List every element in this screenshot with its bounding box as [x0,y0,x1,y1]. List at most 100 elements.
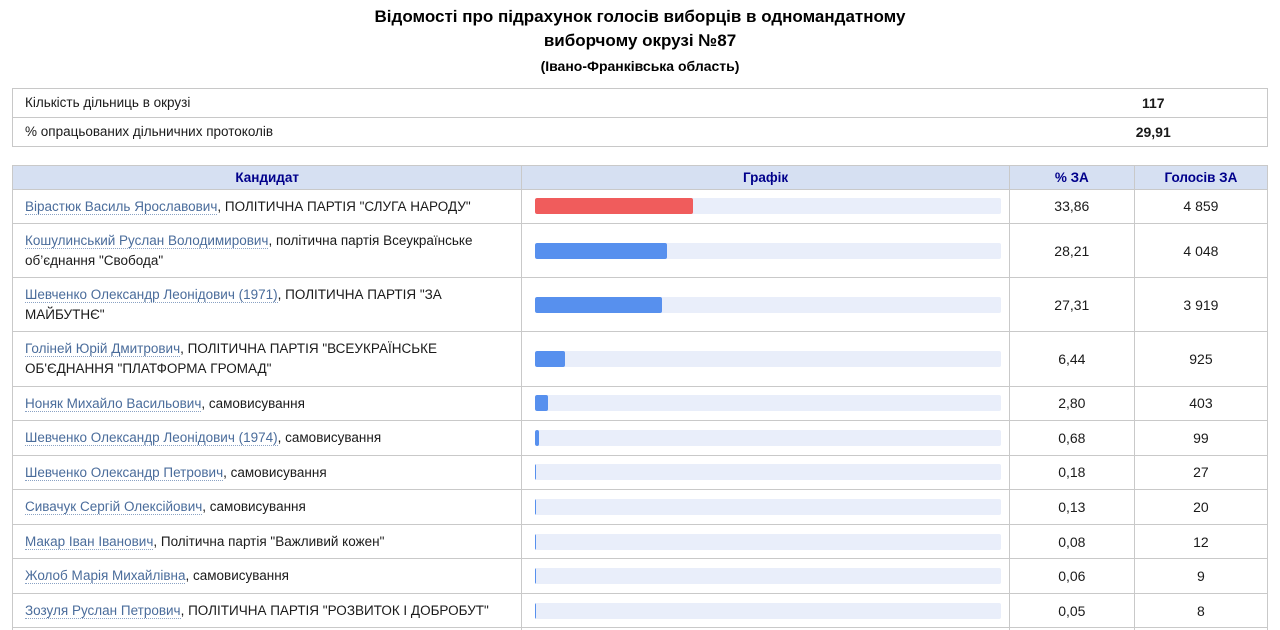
graph-cell [521,523,1010,560]
vote-bar [535,464,537,481]
candidate-link[interactable]: Сивачук Сергій Олексійович [25,499,203,516]
column-header-graph: Графік [521,164,1010,190]
column-header-percent: % ЗА [1008,164,1135,190]
candidate-link[interactable]: Шевченко Олександр Петрович [25,464,224,481]
percent-value: 2,80 [1008,385,1135,422]
table-row: Вірастюк Василь Ярославович, ПОЛІТИЧНА П… [11,188,1269,225]
page-title-line1: Відомості про підрахунок голосів виборці… [374,7,906,26]
candidate-link[interactable]: Голіней Юрій Дмитрович [25,341,181,358]
percent-value: 0,05 [1008,592,1135,629]
table-row: Юрченко Юрій Іванович, Політична партія … [11,627,1269,630]
candidate-cell: Шевченко Олександр Леонідович (1971), ПО… [11,277,523,333]
candidate-link[interactable]: Вірастюк Василь Ярославович [25,198,218,215]
candidate-cell: Ноняк Михайло Васильович, самовисування [11,385,523,422]
vote-bar-track [535,350,1001,367]
graph-cell [521,331,1010,387]
percent-value: 28,21 [1008,223,1135,279]
graph-cell [521,188,1010,225]
column-header-votes: Голосів ЗА [1133,164,1269,190]
votes-value: 8 [1133,592,1269,629]
candidate-link[interactable]: Ноняк Михайло Васильович [25,395,202,412]
graph-cell [521,558,1010,594]
vote-bar-track [535,568,1001,585]
candidate-link[interactable]: Макар Іван Іванович [25,533,154,550]
candidate-party: , самовисування [223,464,327,480]
candidate-party: , самовисування [201,395,305,411]
table-row: Макар Іван Іванович, Політична партія "В… [11,523,1269,560]
graph-cell [521,277,1010,333]
graph-cell [521,627,1010,630]
graph-cell [521,420,1010,456]
candidate-cell: Кошулинський Руслан Володимирович, політ… [11,223,523,279]
votes-value: 4 859 [1133,188,1269,225]
candidate-party: , самовисування [202,499,306,515]
candidate-party: , ПОЛІТИЧНА ПАРТІЯ "РОЗВИТОК І ДОБРОБУТ" [180,602,489,618]
candidate-link[interactable]: Шевченко Олександр Леонідович (1974) [25,430,278,447]
info-row-precincts: Кількість дільниць в окрузі 117 [12,87,1268,118]
candidate-party: , самовисування [185,568,289,584]
candidate-cell: Сивачук Сергій Олексійович, самовисуванн… [11,489,523,525]
graph-cell [521,223,1010,279]
candidate-party: , політична партія Всеукраїнське об’єдна… [25,233,473,268]
table-row: Ноняк Михайло Васильович, самовисування … [11,385,1269,422]
candidate-link[interactable]: Шевченко Олександр Леонідович (1971) [25,287,278,304]
table-row: Кошулинський Руслан Володимирович, політ… [11,223,1269,279]
info-value: 117 [1039,87,1268,118]
vote-bar [535,350,566,367]
percent-value: 0,13 [1008,489,1135,525]
column-header-candidate: Кандидат [11,164,523,190]
graph-cell [521,454,1010,491]
info-value: 29,91 [1039,116,1268,147]
candidate-link[interactable]: Жолоб Марія Михайлівна [25,568,186,585]
table-row: Зозуля Руслан Петрович, ПОЛІТИЧНА ПАРТІЯ… [11,592,1269,629]
votes-value: 20 [1133,489,1269,525]
vote-bar-track [535,533,1001,550]
candidate-cell: Жолоб Марія Михайлівна, самовисування [11,558,523,594]
page-subtitle: (Івано-Франківська область) [540,57,740,74]
votes-value: 7 [1133,627,1269,630]
vote-bar-track [535,499,1001,515]
vote-bar-track [535,242,1001,259]
candidate-cell: Голіней Юрій Дмитрович, ПОЛІТИЧНА ПАРТІЯ… [11,331,523,387]
candidate-cell: Шевченко Олександр Леонідович (1974), са… [11,420,523,456]
results-header-row: Кандидат Графік % ЗА Голосів ЗА [11,164,1269,190]
candidate-party: , ПОЛІТИЧНА ПАРТІЯ "СЛУГА НАРОДУ" [217,198,471,214]
vote-bar [535,395,549,412]
table-row: Шевченко Олександр Петрович, самовисуван… [11,454,1269,491]
candidate-link[interactable]: Кошулинський Руслан Володимирович [25,233,269,250]
vote-bar-track [535,464,1001,481]
vote-bar-track [535,198,1001,215]
info-label: Кількість дільниць в окрузі [12,87,1040,118]
candidate-party: , ПОЛІТИЧНА ПАРТІЯ "ЗА МАЙБУТНЄ" [25,287,442,322]
vote-bar [535,429,539,446]
candidate-party: , Політична партія "Важливий кожен" [153,533,385,549]
vote-bar-track [535,429,1001,446]
vote-bar [535,499,536,515]
info-label: % опрацьованих дільничних протоколів [12,116,1040,147]
candidate-party: , самовисування [277,430,382,446]
votes-value: 403 [1133,385,1269,422]
vote-bar-track [535,296,1001,313]
graph-cell [521,592,1010,629]
votes-value: 4 048 [1133,223,1269,279]
vote-bar [535,296,663,313]
percent-value: 6,44 [1008,331,1135,387]
info-row-protocols: % опрацьованих дільничних протоколів 29,… [12,116,1268,147]
results-table: Кандидат Графік % ЗА Голосів ЗА Вірастюк… [11,164,1269,630]
graph-cell [521,489,1010,525]
votes-value: 12 [1133,523,1269,560]
candidate-link[interactable]: Зозуля Руслан Петрович [25,602,181,619]
percent-value: 0,18 [1008,454,1135,491]
votes-value: 925 [1133,331,1269,387]
votes-value: 99 [1133,420,1269,456]
percent-value: 0,68 [1008,420,1135,456]
candidate-cell: Макар Іван Іванович, Політична партія "В… [11,523,523,560]
district-info-table: Кількість дільниць в окрузі 117 % опраць… [12,87,1268,147]
graph-cell [521,385,1010,422]
votes-value: 3 919 [1133,277,1269,333]
vote-bar [535,242,667,259]
table-row: Голіней Юрій Дмитрович, ПОЛІТИЧНА ПАРТІЯ… [11,331,1269,387]
table-row: Жолоб Марія Михайлівна, самовисування 0,… [11,558,1269,594]
votes-value: 9 [1133,558,1269,594]
